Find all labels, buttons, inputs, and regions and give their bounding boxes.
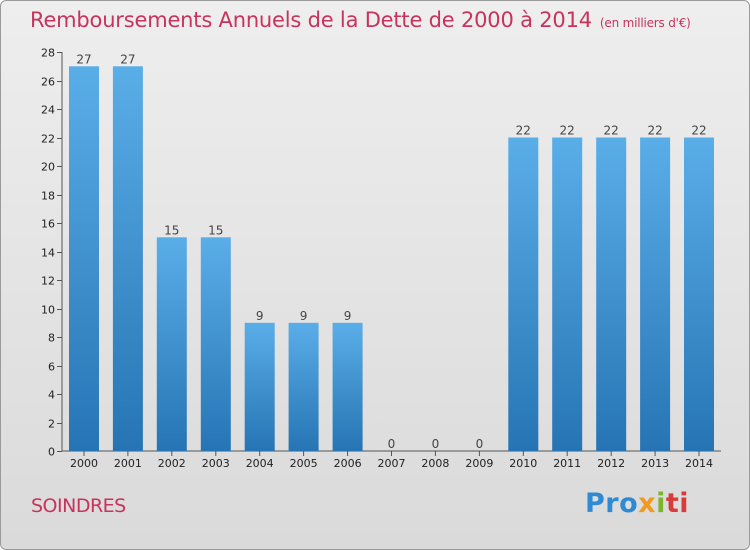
x-tick-label: 2007 xyxy=(378,457,406,470)
chart-labels: 2000 27 2001 27 2002 15 2003 15 2004 9 2005 9 2006 9 2… xyxy=(70,52,713,470)
chart-title: Remboursements Annuels de la Dette de 20… xyxy=(30,8,691,32)
bar xyxy=(552,137,583,451)
chart-bars xyxy=(69,66,714,452)
bar xyxy=(156,237,187,452)
x-tick-label: 2002 xyxy=(158,457,186,470)
data-label: 22 xyxy=(516,124,531,138)
y-tick-label: 6 xyxy=(48,361,55,374)
bar xyxy=(112,66,143,452)
x-tick-label: 2003 xyxy=(202,457,230,470)
data-label: 15 xyxy=(208,223,223,237)
bar xyxy=(596,137,627,451)
y-tick-label: 28 xyxy=(41,47,55,60)
bar xyxy=(200,237,231,452)
data-label: 22 xyxy=(604,124,619,138)
chart-title-text: Remboursements Annuels de la Dette de 20… xyxy=(30,8,592,32)
logo-part-4: ti xyxy=(665,488,690,519)
x-tick-label: 2014 xyxy=(685,457,713,470)
x-tick-label: 2000 xyxy=(70,457,98,470)
bar xyxy=(332,322,363,452)
bar xyxy=(640,137,671,451)
logo-part-1: Pro xyxy=(585,488,639,519)
logo-part-3: i xyxy=(656,488,666,519)
y-tick-label: 24 xyxy=(41,104,55,117)
x-tick-label: 2010 xyxy=(509,457,537,470)
data-label: 27 xyxy=(120,52,135,66)
data-label: 27 xyxy=(76,52,91,66)
x-tick-label: 2012 xyxy=(597,457,625,470)
logo-part-2: x xyxy=(638,488,657,519)
x-tick-label: 2005 xyxy=(290,457,318,470)
y-tick-label: 12 xyxy=(41,275,55,288)
commune-name: SOINDRES xyxy=(31,495,126,517)
y-tick-label: 10 xyxy=(41,304,55,317)
y-tick-label: 22 xyxy=(41,133,55,146)
y-tick-label: 4 xyxy=(48,389,55,402)
x-tick-label: 2013 xyxy=(641,457,669,470)
bar xyxy=(508,137,539,451)
data-label: 22 xyxy=(560,124,575,138)
data-label: 0 xyxy=(432,437,440,451)
y-tick-label: 8 xyxy=(48,332,55,345)
data-label: 9 xyxy=(344,309,352,323)
data-label: 0 xyxy=(388,437,396,451)
bar xyxy=(288,322,319,452)
y-tick-label: 14 xyxy=(41,247,55,260)
data-label: 9 xyxy=(300,309,308,323)
y-tick-label: 20 xyxy=(41,161,55,174)
y-tick-label: 0 xyxy=(48,446,55,459)
data-label: 15 xyxy=(164,223,179,237)
data-label: 0 xyxy=(476,437,484,451)
data-label: 22 xyxy=(691,124,706,138)
data-label: 22 xyxy=(647,124,662,138)
x-tick-label: 2009 xyxy=(465,457,493,470)
x-tick-label: 2004 xyxy=(246,457,274,470)
bar xyxy=(684,137,714,451)
bar xyxy=(244,322,275,452)
x-tick-label: 2006 xyxy=(334,457,362,470)
x-tick-label: 2001 xyxy=(114,457,142,470)
proxiti-logo: Proxiti xyxy=(585,488,689,519)
y-tick-label: 16 xyxy=(41,218,55,231)
x-tick-label: 2008 xyxy=(421,457,449,470)
data-label: 9 xyxy=(256,309,264,323)
y-tick-label: 18 xyxy=(41,190,55,203)
bar xyxy=(69,66,99,452)
y-tick-label: 26 xyxy=(41,76,55,89)
x-tick-label: 2011 xyxy=(553,457,581,470)
y-tick-label: 2 xyxy=(48,418,55,431)
chart-unit-note: (en milliers d'€) xyxy=(599,16,691,30)
